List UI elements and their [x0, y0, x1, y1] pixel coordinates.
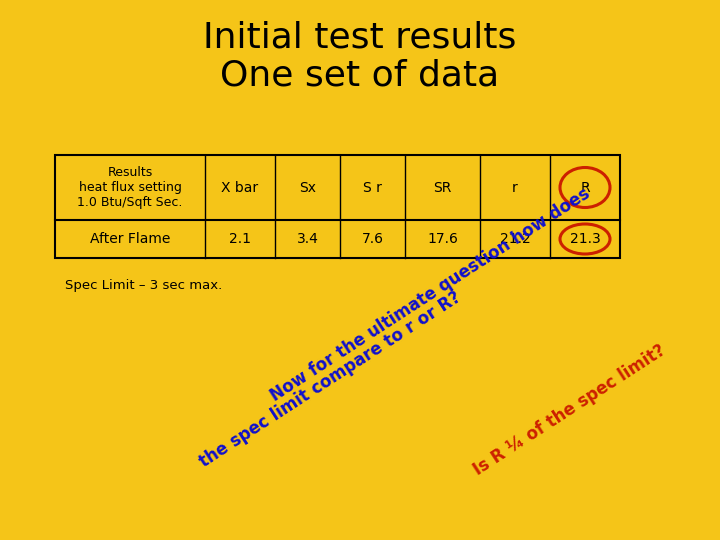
Bar	[55, 155, 620, 258]
Text: Now for the ultimate question how does: Now for the ultimate question how does	[267, 185, 593, 406]
Text: Sx: Sx	[299, 180, 316, 194]
Text: r: r	[512, 180, 518, 194]
Text: After Flame: After Flame	[90, 232, 170, 246]
Text: S r: S r	[363, 180, 382, 194]
Text: Initial test results: Initial test results	[203, 21, 517, 55]
Text: the spec limit compare to r or R?: the spec limit compare to r or R?	[196, 288, 464, 471]
Text: 21.3: 21.3	[570, 232, 600, 246]
Text: 2.1: 2.1	[229, 232, 251, 246]
Text: SR: SR	[433, 180, 451, 194]
Text: 3.4: 3.4	[297, 232, 318, 246]
Text: 21.2: 21.2	[500, 232, 531, 246]
Text: 7.6: 7.6	[361, 232, 384, 246]
Text: R: R	[580, 180, 590, 194]
Text: Is R ¼ of the spec limit?: Is R ¼ of the spec limit?	[471, 341, 670, 479]
Text: One set of data: One set of data	[220, 58, 500, 92]
Text: 17.6: 17.6	[427, 232, 458, 246]
Text: Spec Limit – 3 sec max.: Spec Limit – 3 sec max.	[65, 279, 222, 292]
Text: X bar: X bar	[222, 180, 258, 194]
Text: Results
heat flux setting
1.0 Btu/Sqft Sec.: Results heat flux setting 1.0 Btu/Sqft S…	[77, 166, 183, 209]
